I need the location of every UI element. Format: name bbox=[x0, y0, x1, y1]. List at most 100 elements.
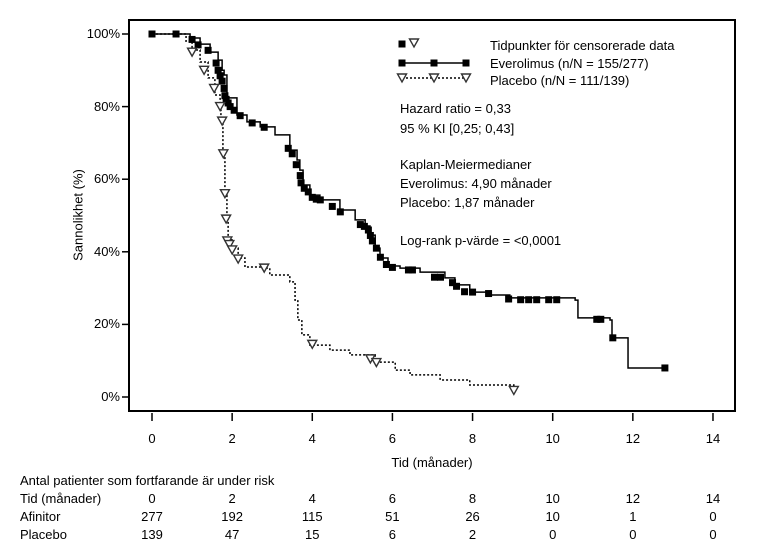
legend-placebo-marker bbox=[460, 73, 472, 84]
censor-mark-square bbox=[437, 273, 445, 281]
censor-mark-square bbox=[194, 41, 202, 49]
legend-censor-square-icon bbox=[398, 40, 406, 48]
series-everolimus bbox=[148, 30, 669, 372]
y-tick-label: 0% bbox=[101, 389, 120, 404]
annotation-km-title: Kaplan-Meiermedianer bbox=[400, 157, 532, 172]
x-tick-label: 4 bbox=[308, 431, 316, 446]
censor-mark-square bbox=[597, 315, 605, 323]
censor-mark-triangle bbox=[370, 357, 383, 368]
censor-mark-triangle bbox=[198, 65, 210, 76]
risk-time-cell: 0 bbox=[148, 491, 156, 506]
censor-mark-square bbox=[300, 184, 308, 192]
censor-mark-square bbox=[288, 150, 296, 158]
censor-mark-square bbox=[408, 266, 416, 274]
censor-mark-square bbox=[218, 77, 226, 85]
censor-mark-triangle bbox=[306, 339, 318, 350]
censor-mark-square bbox=[221, 92, 229, 100]
censor-mark-square bbox=[461, 288, 469, 296]
annotation-median-everolimus: Everolimus: 4,90 månader bbox=[400, 176, 552, 191]
risk-value-cell: 277 bbox=[141, 509, 163, 524]
risk-time-cell: 4 bbox=[308, 491, 316, 506]
censor-mark-square bbox=[216, 72, 224, 80]
legend bbox=[396, 38, 472, 84]
legend-everolimus-marker bbox=[462, 59, 470, 67]
censor-mark-square bbox=[368, 237, 376, 245]
plot-frame bbox=[128, 19, 736, 412]
censor-mark-triangle bbox=[220, 214, 232, 225]
censor-mark-square bbox=[356, 221, 364, 229]
censor-mark-square bbox=[222, 95, 230, 103]
legend-censor-label: Tidpunkter för censorerade data bbox=[490, 38, 675, 53]
censor-mark-square bbox=[260, 123, 268, 131]
censor-mark-square bbox=[204, 46, 212, 54]
placebo-curve bbox=[152, 33, 515, 390]
risk-value-cell: 0 bbox=[629, 527, 637, 542]
risk-value-cell: 47 bbox=[224, 527, 240, 542]
censor-mark-square bbox=[469, 288, 477, 296]
x-tick-label: 6 bbox=[388, 431, 397, 446]
y-tick-label: 40% bbox=[93, 243, 120, 259]
annotation-median-placebo: Placebo: 1,87 månader bbox=[400, 195, 535, 210]
censor-mark-square bbox=[449, 279, 457, 287]
censor-mark-square bbox=[284, 144, 292, 152]
risk-row-label-placebo: Placebo bbox=[20, 527, 67, 542]
risk-time-cell: 10 bbox=[545, 491, 560, 506]
x-tick-label: 10 bbox=[545, 431, 560, 446]
censor-mark-square bbox=[312, 195, 320, 203]
censor-mark-square bbox=[376, 253, 384, 261]
censor-mark-square bbox=[297, 179, 305, 187]
risk-time-cell: 6 bbox=[388, 491, 397, 506]
censor-mark-square bbox=[553, 296, 561, 304]
y-tick-label: 20% bbox=[93, 316, 120, 332]
risk-value-cell: 10 bbox=[545, 509, 560, 524]
censor-mark-square bbox=[525, 296, 533, 304]
y-tick-label: 60% bbox=[93, 171, 120, 187]
censor-mark-square bbox=[364, 226, 372, 234]
censor-mark-square bbox=[593, 315, 601, 323]
censor-mark-square bbox=[220, 84, 228, 92]
censor-mark-square bbox=[545, 296, 553, 304]
risk-time-cell: 14 bbox=[705, 491, 721, 506]
risk-value-cell: 115 bbox=[301, 509, 323, 524]
censor-mark-square bbox=[248, 119, 256, 127]
censor-mark-square bbox=[212, 59, 220, 67]
censor-mark-triangle bbox=[208, 83, 220, 94]
censor-mark-square bbox=[316, 196, 324, 204]
legend-entry-placebo: Placebo (n/N = 111/139) bbox=[490, 73, 630, 88]
censor-mark-square bbox=[609, 334, 617, 342]
risk-value-cell: 51 bbox=[385, 509, 400, 524]
legend-placebo-marker bbox=[428, 73, 440, 84]
censor-mark-triangle bbox=[216, 116, 228, 127]
legend-everolimus-marker bbox=[430, 59, 438, 67]
censor-mark-square bbox=[296, 172, 304, 180]
censor-mark-square bbox=[328, 202, 336, 210]
censor-mark-square bbox=[388, 263, 396, 271]
censor-mark-triangle bbox=[508, 385, 520, 396]
legend-placebo-marker bbox=[396, 73, 408, 84]
y-tick-label: 80% bbox=[93, 98, 120, 114]
censor-mark-triangle bbox=[232, 254, 244, 265]
censor-mark-triangle bbox=[226, 245, 238, 256]
x-tick-label: 2 bbox=[228, 431, 236, 446]
legend-entry-everolimus: Everolimus (n/N = 155/277) bbox=[490, 56, 649, 71]
x-tick-label: 12 bbox=[625, 431, 641, 446]
censor-mark-square bbox=[188, 35, 196, 43]
censor-mark-triangle bbox=[219, 189, 231, 200]
censor-mark-triangle bbox=[258, 263, 270, 274]
risk-row-label-afinitor: Afinitor bbox=[20, 509, 61, 524]
censor-mark-square bbox=[517, 296, 525, 304]
censor-mark-square bbox=[224, 99, 232, 107]
censor-mark-square bbox=[661, 364, 669, 372]
risk-value-cell: 0 bbox=[549, 527, 557, 542]
censor-mark-square bbox=[304, 188, 312, 196]
censor-mark-square bbox=[292, 161, 300, 169]
annotation-logrank: Log-rank p-värde = <0,0001 bbox=[400, 233, 562, 248]
y-axis-label: Sannolikhet (%) bbox=[70, 169, 86, 261]
legend-everolimus-marker bbox=[398, 59, 406, 67]
censor-mark-square bbox=[230, 106, 238, 114]
x-tick-label: 14 bbox=[705, 431, 721, 446]
censor-mark-square bbox=[505, 295, 513, 303]
censor-mark-square bbox=[485, 290, 493, 298]
x-tick-label: 0 bbox=[148, 431, 156, 446]
